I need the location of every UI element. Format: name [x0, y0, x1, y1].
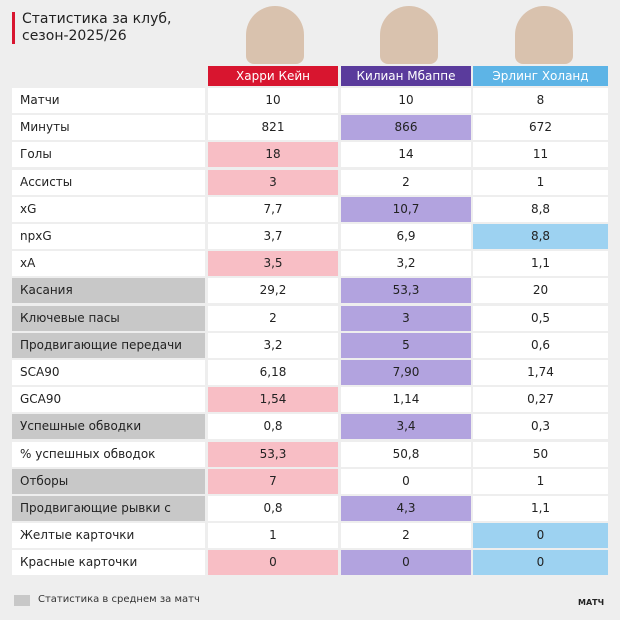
stat-cell: 6,18: [208, 360, 338, 385]
stat-cell: 1: [208, 523, 338, 549]
row-label: Ассисты: [12, 169, 205, 195]
row-label: Красные карточки: [12, 550, 205, 576]
stat-cell: 821: [208, 115, 338, 141]
stat-cell: 866: [341, 115, 471, 141]
player-photo: [246, 6, 304, 64]
stat-cell: 0,27: [473, 387, 608, 413]
stat-cell: 3,4: [341, 414, 471, 440]
stat-cell: 0: [208, 550, 338, 576]
logo: МАТЧ: [578, 598, 605, 607]
legend-text: Статистика в среднем за матч: [38, 594, 200, 605]
stat-cell: 3,5: [208, 251, 338, 277]
stat-cell: 11: [473, 142, 608, 168]
stat-cell: 6,9: [341, 224, 471, 249]
stat-cell: 1,74: [473, 360, 608, 385]
row-label: Продвигающие передачи: [12, 332, 205, 358]
column-header: Эрлинг Холанд: [473, 66, 608, 86]
stat-cell: 1: [473, 169, 608, 195]
stat-cell: 1,54: [208, 387, 338, 413]
stat-cell: 1,1: [473, 496, 608, 521]
stat-cell: 5: [341, 332, 471, 358]
stat-cell: 0,6: [473, 332, 608, 358]
title-line: сезон-2025/26: [22, 28, 127, 44]
stat-cell: 2: [341, 169, 471, 195]
row-label: SCA90: [12, 360, 205, 385]
row-label: % успешных обводок: [12, 441, 205, 467]
stat-cell: 7,90: [341, 360, 471, 385]
row-label: xA: [12, 251, 205, 277]
stat-cell: 50: [473, 441, 608, 467]
stat-cell: 53,3: [341, 278, 471, 304]
stat-cell: 0: [473, 550, 608, 576]
column-header: Харри Кейн: [208, 66, 338, 86]
stat-cell: 0,3: [473, 414, 608, 440]
stat-cell: 50,8: [341, 441, 471, 467]
row-label: Желтые карточки: [12, 523, 205, 549]
stat-cell: 1: [473, 468, 608, 494]
stat-cell: 0,5: [473, 305, 608, 331]
stat-cell: 0: [473, 523, 608, 549]
stat-cell: 10: [208, 88, 338, 113]
stat-cell: 29,2: [208, 278, 338, 304]
stat-cell: 3,2: [341, 251, 471, 277]
stat-cell: 0,8: [208, 496, 338, 521]
stat-cell: 2: [341, 523, 471, 549]
row-label: Успешные обводки: [12, 414, 205, 440]
player-photo: [380, 6, 438, 64]
stat-cell: 2: [208, 305, 338, 331]
stat-cell: 8,8: [473, 224, 608, 249]
row-label: Касания: [12, 278, 205, 304]
stat-cell: 1,14: [341, 387, 471, 413]
stat-cell: 3: [341, 305, 471, 331]
stat-cell: 0: [341, 468, 471, 494]
stat-cell: 20: [473, 278, 608, 304]
title-line: Статистика за клуб,: [22, 11, 172, 27]
row-label: Матчи: [12, 88, 205, 113]
player-photo: [515, 6, 573, 64]
title: Статистика за клуб, сезон-2025/26: [22, 11, 171, 45]
stat-cell: 10,7: [341, 196, 471, 222]
stat-cell: 14: [341, 142, 471, 168]
stat-cell: 3,2: [208, 332, 338, 358]
row-label: npxG: [12, 224, 205, 249]
row-label: Отборы: [12, 468, 205, 494]
stat-cell: 7: [208, 468, 338, 494]
stat-cell: 3,7: [208, 224, 338, 249]
legend-swatch: [14, 595, 30, 606]
stat-cell: 8: [473, 88, 608, 113]
stat-cell: 0: [341, 550, 471, 576]
stat-cell: 3: [208, 169, 338, 195]
column-header: Килиан Мбаппе: [341, 66, 471, 86]
stat-cell: 4,3: [341, 496, 471, 521]
row-label: xG: [12, 196, 205, 222]
row-label: Минуты: [12, 115, 205, 141]
stat-cell: 0,8: [208, 414, 338, 440]
stat-cell: 53,3: [208, 441, 338, 467]
stat-cell: 672: [473, 115, 608, 141]
stat-cell: 8,8: [473, 196, 608, 222]
row-label: Продвигающие рывки с мячом: [12, 496, 205, 540]
stat-cell: 1,1: [473, 251, 608, 277]
row-label: Голы: [12, 142, 205, 168]
row-label: Ключевые пасы: [12, 305, 205, 331]
stat-cell: 18: [208, 142, 338, 168]
title-bar: [12, 12, 15, 44]
stat-cell: 10: [341, 88, 471, 113]
stat-cell: 7,7: [208, 196, 338, 222]
row-label: GCA90: [12, 387, 205, 413]
